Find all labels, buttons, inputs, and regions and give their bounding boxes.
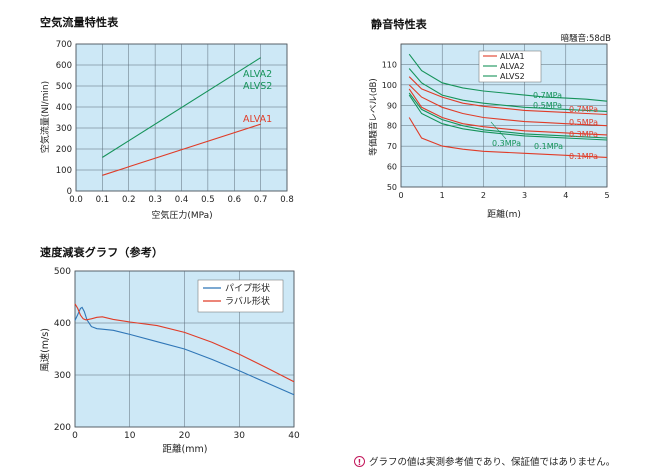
noise-x-tick-label: 3 — [522, 191, 527, 200]
noise-series-line-3 — [408, 84, 608, 127]
footnote-text: グラフの値は実測参考値であり、保証値ではありません。 — [369, 457, 616, 468]
noise-x-axis-label: 距離(m) — [487, 208, 521, 220]
speed-x-axis-label: 距離(mm) — [163, 443, 208, 455]
speed-series-line-0 — [74, 306, 295, 396]
noise-y-tick-label: 80 — [387, 122, 397, 131]
noise-legend-label: ALVS2 — [500, 72, 525, 81]
speed-y-tick-label: 200 — [54, 423, 71, 433]
noise-chart-title: 静音特性表 — [371, 18, 427, 31]
noise-label-leader — [490, 121, 507, 140]
flow-y-tick-label: 700 — [56, 40, 72, 50]
noise-series-label: 0.3MPa — [492, 139, 521, 148]
noise-series-label: 0.5MPa — [569, 118, 598, 127]
speed-series-line-1 — [74, 303, 295, 383]
speed-x-tick-label: 30 — [234, 431, 246, 441]
flow-y-tick-label: 100 — [56, 166, 72, 176]
noise-series-label: 0.5MPa — [533, 101, 562, 110]
speed-x-tick-label: 20 — [179, 431, 191, 441]
noise-background-noise-label: 暗騒音:58dB — [561, 33, 612, 44]
speed-y-tick-label: 300 — [54, 371, 71, 381]
speed-y-tick-label: 500 — [54, 267, 71, 277]
noise-series-line-5 — [408, 92, 608, 139]
speed-chart-title: 速度減衰グラフ（参考） — [40, 246, 164, 259]
flow-series-label: ALVA1 — [243, 114, 272, 125]
noise-y-tick-label: 90 — [387, 101, 397, 110]
flow-y-axis-label: 空気流量(Nl/min) — [39, 81, 51, 153]
flow-x-tick-label: 0.6 — [227, 195, 241, 205]
flow-x-tick-label: 0.1 — [96, 195, 110, 205]
flow-y-tick-label: 400 — [56, 103, 72, 113]
noise-y-tick-label: 110 — [382, 60, 397, 69]
noise-x-tick-label: 5 — [604, 191, 609, 200]
speed-y-tick-label: 400 — [54, 319, 71, 329]
flow-x-tick-label: 0.8 — [280, 195, 294, 205]
noise-series-line-4 — [408, 88, 608, 136]
flow-y-tick-label: 500 — [56, 82, 72, 92]
flow-y-tick-label: 200 — [56, 145, 72, 155]
noise-y-axis-label: 等価騒音レベル(dB) — [368, 78, 379, 155]
speed-legend-label: ラバル形状 — [225, 295, 270, 307]
flow-y-tick-label: 600 — [56, 61, 72, 71]
noise-series-line-7 — [408, 117, 608, 158]
footnote: ! グラフの値は実測参考値であり、保証値ではありません。 — [354, 454, 615, 468]
noise-x-tick-label: 2 — [481, 191, 486, 200]
flow-x-tick-label: 0.0 — [69, 195, 83, 205]
noise-y-tick-label: 60 — [387, 163, 397, 172]
speed-x-tick-label: 40 — [288, 431, 300, 441]
flow-x-tick-label: 0.3 — [148, 195, 162, 205]
noise-series-label: 0.7MPa — [533, 91, 562, 100]
caution-icon: ! — [354, 455, 365, 467]
noise-series-label: 0.3MPa — [569, 130, 598, 139]
speed-y-axis-label: 風速(m/s) — [40, 328, 51, 372]
noise-x-tick-label: 1 — [440, 191, 445, 200]
noise-series-line-1 — [408, 68, 608, 112]
flow-chart-title: 空気流量特性表 — [40, 16, 119, 29]
flow-x-axis-label: 空気圧力(MPa) — [151, 209, 212, 221]
flow-series-line-0 — [102, 57, 261, 158]
noise-series-label: 0.7MPa — [569, 105, 598, 114]
noise-x-tick-label: 0 — [398, 191, 403, 200]
noise-series-line-2 — [408, 76, 608, 116]
speed-legend-box — [197, 279, 284, 313]
noise-x-tick-label: 4 — [563, 191, 568, 200]
flow-x-tick-label: 0.2 — [122, 195, 136, 205]
speed-legend-label: パイプ形状 — [225, 282, 270, 294]
flow-y-tick-label: 300 — [56, 124, 72, 134]
flow-y-tick-label: 0 — [67, 187, 72, 197]
flow-series-line-1 — [102, 123, 261, 176]
flow-series-label: ALVS2 — [243, 81, 272, 92]
speed-x-tick-label: 0 — [72, 431, 78, 441]
noise-series-label: 0.1MPa — [569, 152, 598, 161]
flow-series-label: ALVA2 — [243, 69, 272, 80]
flow-x-tick-label: 0.4 — [175, 195, 189, 205]
noise-y-tick-label: 50 — [387, 183, 397, 192]
flow-x-tick-label: 0.5 — [201, 195, 215, 205]
noise-legend-label: ALVA2 — [500, 62, 525, 71]
flow-x-tick-label: 0.7 — [254, 195, 268, 205]
noise-legend-label: ALVA1 — [500, 52, 525, 61]
noise-series-line-0 — [408, 53, 608, 102]
speed-x-tick-label: 10 — [124, 431, 136, 441]
noise-y-tick-label: 70 — [387, 142, 397, 151]
noise-series-label: 0.1MPa — [534, 142, 563, 151]
noise-series-line-6 — [408, 94, 608, 141]
noise-y-tick-label: 100 — [382, 81, 397, 90]
